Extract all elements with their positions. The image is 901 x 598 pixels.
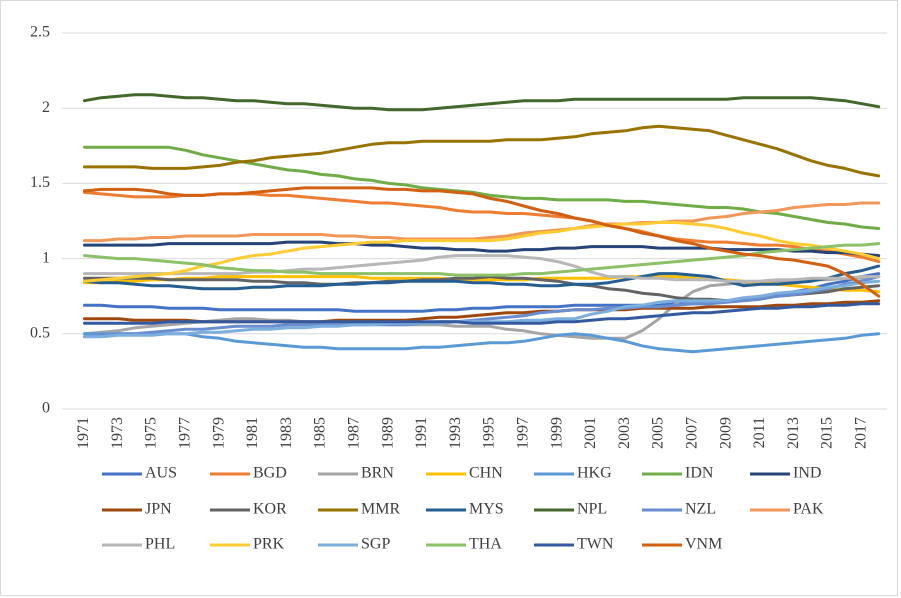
y-tick-label: 1.5 bbox=[30, 174, 50, 191]
x-tick-label: 2003 bbox=[616, 417, 633, 449]
x-tick-label: 2005 bbox=[650, 417, 667, 449]
x-tick-label: 2015 bbox=[819, 417, 836, 449]
y-tick-label: 2 bbox=[42, 99, 50, 116]
series-line bbox=[83, 186, 881, 298]
x-tick-label: 1989 bbox=[379, 417, 396, 449]
x-tick-label: 2011 bbox=[751, 417, 768, 448]
legend-label: SGP bbox=[361, 536, 390, 553]
legend-label: IND bbox=[793, 465, 821, 482]
x-tick-label: 1983 bbox=[278, 417, 295, 449]
legend-label: HKG bbox=[577, 465, 612, 482]
series-line bbox=[83, 221, 881, 283]
y-tick-label: 0.5 bbox=[30, 324, 50, 341]
x-tick-label: 2007 bbox=[684, 417, 701, 449]
x-tick-label: 1981 bbox=[244, 417, 261, 449]
legend-label: AUS bbox=[145, 465, 177, 482]
legend-label: VNM bbox=[685, 536, 722, 553]
legend-label: THA bbox=[469, 536, 502, 553]
x-tick-label: 1995 bbox=[481, 417, 498, 449]
legend-label: MMR bbox=[361, 501, 400, 518]
legend-label: PRK bbox=[253, 536, 285, 553]
x-tick-label: 1971 bbox=[75, 417, 92, 449]
legend-label: PHL bbox=[145, 536, 175, 553]
y-tick-label: 0 bbox=[42, 400, 50, 417]
legend-label: BRN bbox=[361, 465, 394, 482]
x-tick-label: 1977 bbox=[177, 417, 194, 449]
x-tick-label: 1979 bbox=[210, 417, 227, 449]
legend-label: NPL bbox=[577, 501, 607, 518]
series-line bbox=[83, 275, 881, 339]
series-line bbox=[83, 264, 881, 291]
y-tick-label: 1 bbox=[42, 249, 50, 266]
series-line bbox=[83, 302, 881, 325]
x-tick-label: 1985 bbox=[312, 417, 329, 449]
legend-label: TWN bbox=[577, 536, 614, 553]
x-tick-label: 2017 bbox=[853, 417, 870, 449]
legend-label: CHN bbox=[469, 465, 503, 482]
series-line bbox=[83, 254, 881, 283]
legend-label: KOR bbox=[253, 501, 287, 518]
legend-label: NZL bbox=[685, 501, 716, 518]
x-tick-label: 1997 bbox=[515, 417, 532, 449]
y-tick-label: 2.5 bbox=[30, 24, 50, 41]
x-tick-label: 1999 bbox=[548, 417, 565, 449]
x-tick-label: 2009 bbox=[717, 417, 734, 449]
legend-label: IDN bbox=[685, 465, 714, 482]
series-line bbox=[83, 240, 881, 258]
legend-label: JPN bbox=[145, 501, 172, 518]
series-line bbox=[83, 332, 881, 354]
legend-label: PAK bbox=[793, 501, 824, 518]
series-line bbox=[83, 124, 881, 178]
x-tick-label: 1975 bbox=[143, 417, 160, 449]
x-tick-label: 1973 bbox=[109, 417, 126, 449]
x-tick-label: 1993 bbox=[447, 417, 464, 449]
series-line bbox=[83, 201, 881, 243]
legend-label: MYS bbox=[469, 501, 504, 518]
x-tick-label: 1987 bbox=[346, 417, 363, 449]
legend-label: BGD bbox=[253, 465, 287, 482]
x-tick-label: 1991 bbox=[413, 417, 430, 449]
x-tick-label: 2001 bbox=[582, 417, 599, 449]
series-line bbox=[83, 145, 881, 230]
x-tick-label: 2013 bbox=[785, 417, 802, 449]
series-line bbox=[83, 93, 881, 112]
